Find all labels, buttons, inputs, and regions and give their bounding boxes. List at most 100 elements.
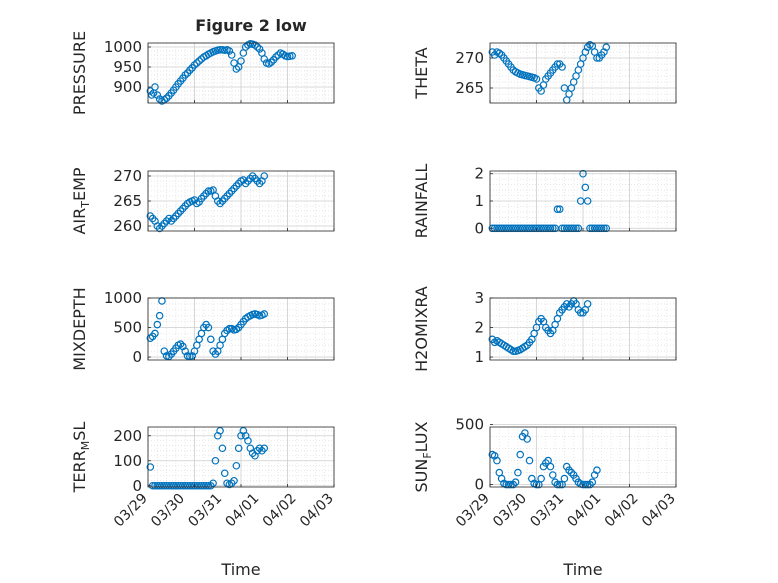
data-point bbox=[523, 435, 532, 443]
data-point bbox=[160, 219, 169, 228]
data-point bbox=[509, 480, 518, 489]
data-point bbox=[197, 194, 206, 203]
data-point bbox=[172, 212, 180, 220]
data-point bbox=[225, 47, 234, 55]
data-point bbox=[232, 65, 241, 73]
data-point bbox=[532, 75, 541, 83]
x-tick-label: 04/03 bbox=[639, 491, 679, 531]
data-point bbox=[255, 444, 264, 453]
y-axis-label: AIRTEMP bbox=[70, 167, 92, 234]
data-point bbox=[153, 320, 162, 329]
data-point bbox=[153, 91, 162, 99]
data-point bbox=[216, 199, 224, 208]
data-point bbox=[583, 300, 592, 308]
data-point bbox=[155, 311, 164, 320]
data-point bbox=[602, 43, 611, 52]
data-point bbox=[600, 224, 608, 233]
data-point bbox=[151, 83, 159, 91]
data-point bbox=[546, 462, 555, 471]
data-point bbox=[193, 59, 201, 67]
y-tick-label: 0 bbox=[132, 348, 142, 366]
series-points bbox=[488, 169, 611, 233]
data-point bbox=[232, 182, 241, 190]
data-point bbox=[567, 468, 576, 477]
data-point bbox=[230, 476, 238, 485]
data-point bbox=[209, 479, 217, 488]
data-point bbox=[560, 474, 569, 483]
data-point bbox=[253, 43, 262, 51]
data-point bbox=[260, 172, 269, 180]
data-point bbox=[558, 63, 566, 71]
data-point bbox=[227, 51, 236, 59]
data-point bbox=[181, 202, 190, 210]
data-point bbox=[190, 61, 199, 69]
data-point bbox=[176, 207, 185, 215]
y-axis-label: PRESSURE bbox=[70, 31, 89, 115]
data-point bbox=[206, 335, 215, 344]
chart-rainfall: 0 1 2 RAINFALL bbox=[412, 164, 677, 238]
data-point bbox=[597, 224, 606, 233]
y-tick-label: 3 bbox=[474, 289, 484, 307]
data-point bbox=[588, 478, 597, 487]
data-point bbox=[495, 49, 504, 58]
data-point bbox=[255, 45, 264, 53]
data-point bbox=[167, 217, 176, 225]
data-point bbox=[511, 478, 520, 487]
data-point bbox=[583, 43, 592, 52]
data-point bbox=[272, 53, 280, 61]
chart-pressure: 900 950 1000 PRESSURE bbox=[70, 31, 335, 115]
data-point bbox=[169, 214, 178, 223]
x-axis-label: Time bbox=[220, 560, 260, 579]
data-point bbox=[162, 94, 171, 103]
chart-h2omixra: 1 2 3 H2OMIXRA bbox=[412, 286, 677, 372]
data-point bbox=[174, 209, 183, 218]
data-point bbox=[260, 55, 269, 63]
data-point bbox=[581, 183, 590, 192]
data-point bbox=[223, 192, 231, 200]
data-point bbox=[593, 466, 601, 475]
data-point bbox=[516, 450, 525, 459]
y-tick-label: 0 bbox=[132, 477, 142, 495]
data-point bbox=[548, 224, 557, 233]
data-point bbox=[155, 224, 164, 233]
data-point bbox=[176, 340, 185, 348]
data-point bbox=[248, 172, 257, 180]
data-point bbox=[234, 444, 243, 453]
data-point bbox=[514, 468, 522, 477]
x-tick-label: 03/31 bbox=[185, 491, 225, 531]
data-point bbox=[258, 446, 266, 455]
y-tick-label: 500 bbox=[113, 319, 142, 337]
data-point bbox=[181, 71, 190, 79]
y-tick-label: 200 bbox=[113, 427, 142, 445]
y-axis-label: THETA bbox=[412, 47, 431, 99]
data-point bbox=[218, 197, 227, 205]
data-point bbox=[586, 480, 594, 489]
data-point bbox=[227, 187, 236, 195]
data-point bbox=[241, 179, 250, 188]
data-point bbox=[555, 205, 564, 213]
y-tick-label: 1 bbox=[474, 348, 484, 366]
data-point bbox=[230, 184, 238, 193]
y-axis-label: TERRMSL bbox=[70, 422, 92, 494]
data-point bbox=[565, 466, 573, 475]
y-tick-label: 100 bbox=[113, 452, 142, 470]
y-axis-label: SUNFLUX bbox=[412, 421, 434, 492]
x-tick-label: 04/02 bbox=[260, 491, 300, 531]
data-point bbox=[206, 481, 215, 490]
data-point bbox=[147, 91, 156, 99]
y-tick-label: 0 bbox=[474, 219, 484, 237]
y-tick-label: 900 bbox=[113, 78, 142, 96]
data-point bbox=[581, 480, 590, 489]
data-point bbox=[225, 189, 234, 198]
data-point bbox=[227, 479, 236, 488]
data-point bbox=[213, 197, 222, 205]
data-point bbox=[151, 329, 159, 338]
data-point bbox=[553, 480, 562, 489]
series-points bbox=[146, 426, 269, 490]
x-tick-label: 04/02 bbox=[602, 491, 642, 531]
data-point bbox=[509, 347, 518, 355]
data-point bbox=[274, 51, 283, 59]
data-point bbox=[602, 224, 611, 233]
series-points bbox=[488, 297, 592, 355]
